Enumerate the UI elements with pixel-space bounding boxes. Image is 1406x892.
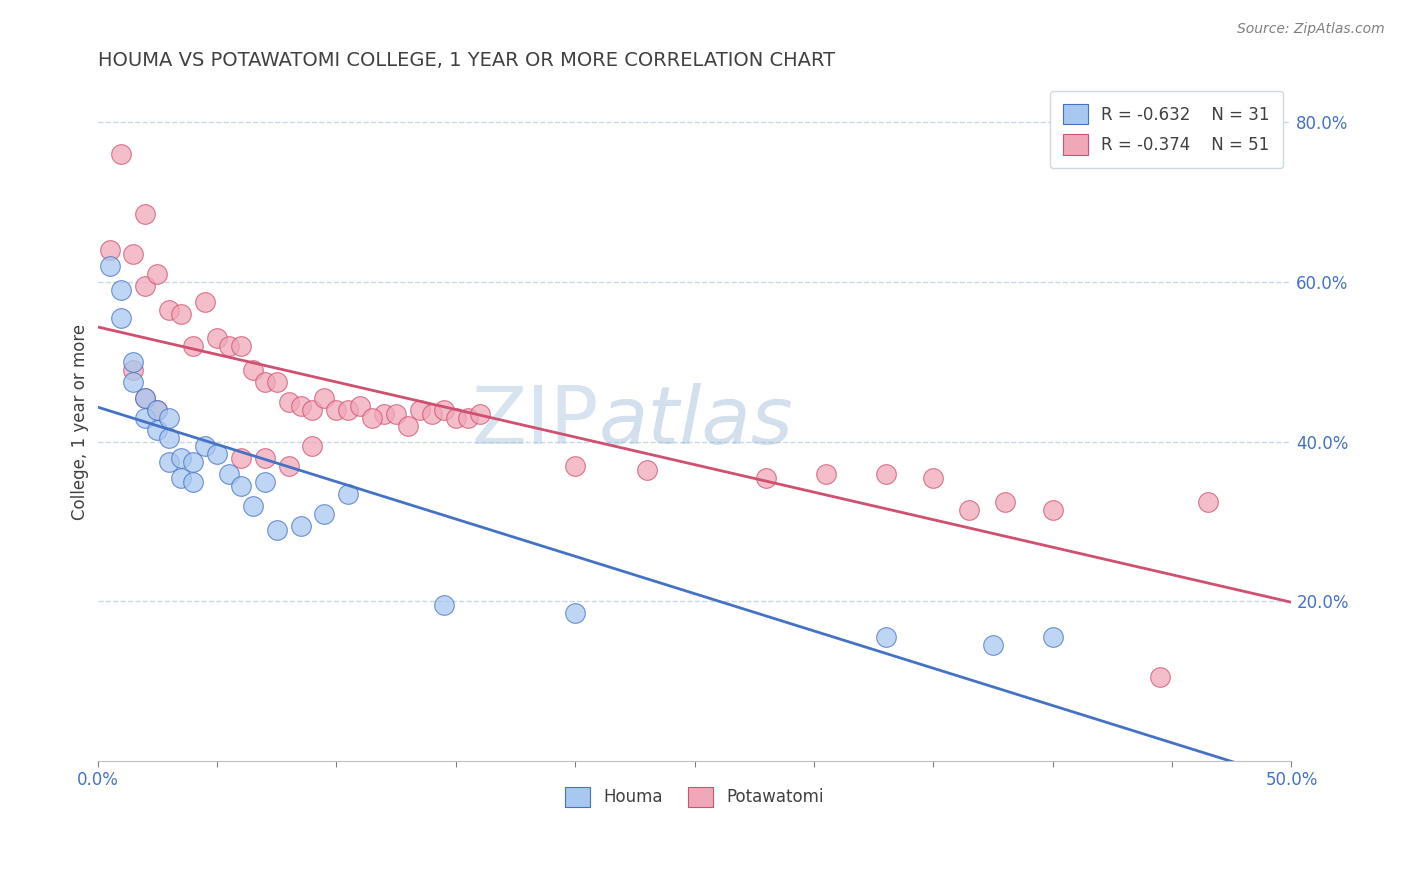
- Point: [134, 207, 156, 221]
- Point: [253, 375, 276, 389]
- Point: [181, 455, 204, 469]
- Point: [636, 462, 658, 476]
- Point: [981, 638, 1004, 652]
- Point: [170, 470, 193, 484]
- Point: [134, 279, 156, 293]
- Point: [157, 431, 180, 445]
- Point: [755, 470, 778, 484]
- Point: [242, 363, 264, 377]
- Point: [1197, 494, 1219, 508]
- Point: [301, 439, 323, 453]
- Point: [314, 507, 336, 521]
- Text: ZIP: ZIP: [471, 383, 599, 460]
- Point: [349, 399, 371, 413]
- Point: [433, 599, 456, 613]
- Point: [957, 502, 980, 516]
- Point: [157, 302, 180, 317]
- Point: [134, 391, 156, 405]
- Point: [122, 363, 145, 377]
- Point: [1149, 670, 1171, 684]
- Y-axis label: College, 1 year or more: College, 1 year or more: [72, 324, 89, 520]
- Point: [420, 407, 443, 421]
- Text: atlas: atlas: [599, 383, 794, 460]
- Point: [564, 607, 586, 621]
- Text: Source: ZipAtlas.com: Source: ZipAtlas.com: [1237, 22, 1385, 37]
- Point: [290, 399, 312, 413]
- Point: [157, 455, 180, 469]
- Point: [242, 499, 264, 513]
- Point: [385, 407, 408, 421]
- Point: [134, 391, 156, 405]
- Point: [170, 450, 193, 465]
- Point: [134, 410, 156, 425]
- Point: [875, 467, 897, 481]
- Point: [229, 339, 252, 353]
- Point: [266, 375, 288, 389]
- Point: [875, 630, 897, 644]
- Point: [994, 494, 1017, 508]
- Point: [157, 410, 180, 425]
- Point: [337, 486, 360, 500]
- Point: [146, 402, 169, 417]
- Point: [122, 247, 145, 261]
- Point: [146, 423, 169, 437]
- Point: [205, 331, 228, 345]
- Point: [277, 458, 299, 473]
- Point: [373, 407, 395, 421]
- Point: [110, 283, 132, 297]
- Point: [110, 310, 132, 325]
- Point: [361, 410, 384, 425]
- Point: [301, 402, 323, 417]
- Point: [122, 355, 145, 369]
- Point: [194, 439, 217, 453]
- Point: [1042, 502, 1064, 516]
- Point: [218, 467, 240, 481]
- Point: [814, 467, 837, 481]
- Point: [146, 402, 169, 417]
- Point: [253, 450, 276, 465]
- Point: [229, 450, 252, 465]
- Point: [218, 339, 240, 353]
- Point: [98, 259, 121, 273]
- Point: [229, 478, 252, 492]
- Point: [266, 523, 288, 537]
- Point: [98, 243, 121, 257]
- Point: [277, 394, 299, 409]
- Point: [290, 518, 312, 533]
- Point: [146, 267, 169, 281]
- Point: [253, 475, 276, 489]
- Point: [564, 458, 586, 473]
- Point: [314, 391, 336, 405]
- Point: [170, 307, 193, 321]
- Point: [181, 475, 204, 489]
- Point: [468, 407, 491, 421]
- Point: [325, 402, 347, 417]
- Point: [194, 294, 217, 309]
- Point: [457, 410, 479, 425]
- Text: HOUMA VS POTAWATOMI COLLEGE, 1 YEAR OR MORE CORRELATION CHART: HOUMA VS POTAWATOMI COLLEGE, 1 YEAR OR M…: [97, 51, 835, 70]
- Point: [444, 410, 467, 425]
- Point: [122, 375, 145, 389]
- Point: [396, 418, 419, 433]
- Point: [922, 470, 945, 484]
- Point: [1042, 630, 1064, 644]
- Point: [181, 339, 204, 353]
- Point: [433, 402, 456, 417]
- Point: [205, 447, 228, 461]
- Point: [110, 147, 132, 161]
- Legend: Houma, Potawatomi: Houma, Potawatomi: [558, 780, 831, 814]
- Point: [337, 402, 360, 417]
- Point: [409, 402, 432, 417]
